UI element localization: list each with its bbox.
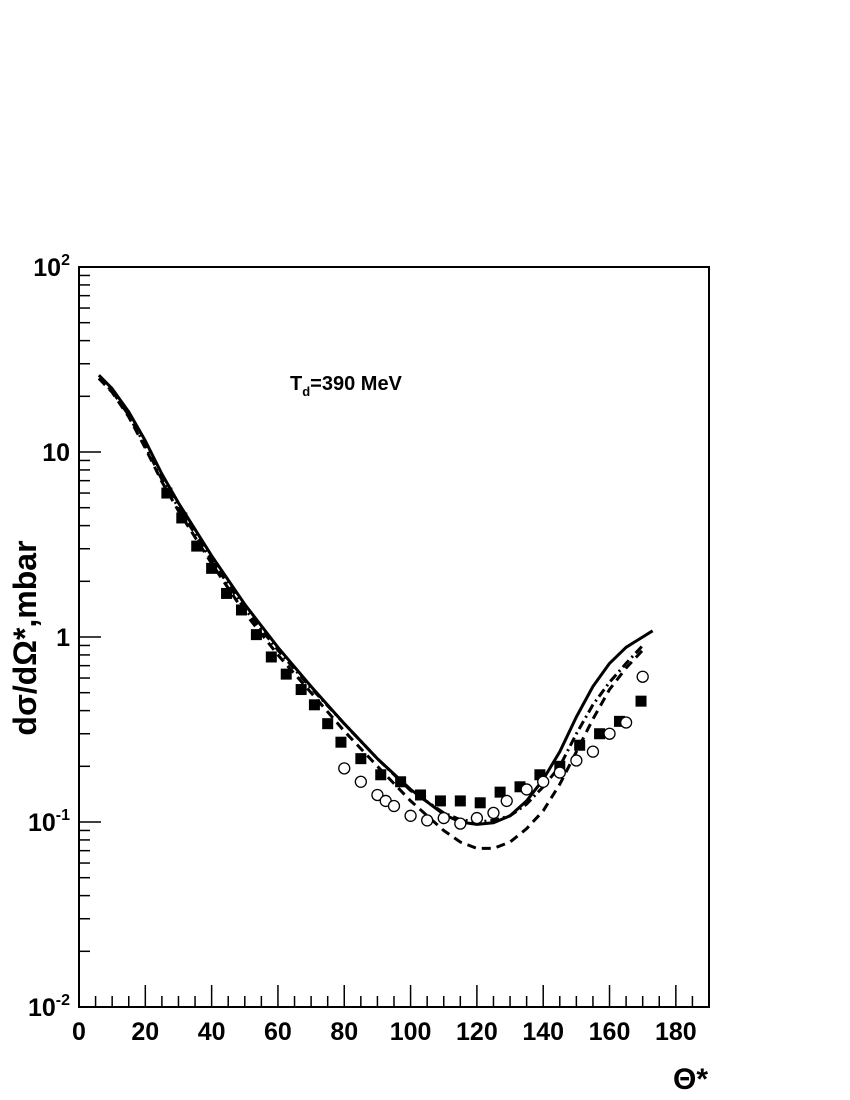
data-point-filled-square xyxy=(335,736,347,748)
y-tick-label: 10 xyxy=(42,439,70,467)
theory-curve-dash-dot xyxy=(97,377,644,824)
data-point-open-circle xyxy=(487,806,500,820)
x-tick-labels: 0 20 40 60 80 100 120 140 160 180 xyxy=(72,1018,697,1046)
data-point-open-circle xyxy=(387,799,401,813)
annotation-rest: =390 MeV xyxy=(310,373,402,395)
data-point-filled-square xyxy=(454,795,466,807)
data-point-filled-square xyxy=(554,760,566,772)
data-point-filled-square xyxy=(250,629,262,641)
x-tick-label: 0 xyxy=(72,1018,86,1046)
data-point-filled-square xyxy=(594,728,606,740)
data-point-open-circle xyxy=(371,788,384,802)
x-axis-title: Θ* xyxy=(673,1063,708,1096)
x-tick-label: 40 xyxy=(198,1018,226,1046)
y-tick-label: 1 xyxy=(56,624,70,652)
x-tick-label: 60 xyxy=(264,1018,292,1046)
data-point-filled-square xyxy=(235,604,247,616)
data-point-open-circle xyxy=(619,716,633,729)
data-point-open-circle xyxy=(421,814,434,827)
data-point-filled-square xyxy=(265,651,277,663)
data-point-filled-square xyxy=(474,797,486,809)
x-tick-label: 160 xyxy=(589,1018,631,1046)
y-axis-title: dσ/dΩ*,mbar xyxy=(7,540,43,735)
data-point-filled-square xyxy=(308,699,320,711)
data-point-filled-square xyxy=(514,781,526,793)
data-point-open-circle xyxy=(338,762,351,775)
data-point-filled-square xyxy=(375,769,387,781)
data-point-filled-square xyxy=(534,769,546,781)
y-tick-label: 102 xyxy=(33,252,70,282)
data-point-filled-square xyxy=(280,668,292,680)
data-point-filled-square xyxy=(635,695,647,707)
data-points xyxy=(161,487,649,830)
data-point-filled-square xyxy=(613,715,625,727)
data-point-filled-square xyxy=(494,786,506,798)
x-tick-label: 140 xyxy=(522,1018,564,1046)
data-point-open-circle xyxy=(636,670,649,683)
data-point-open-circle xyxy=(553,766,566,779)
data-point-filled-square xyxy=(221,587,233,599)
y-tick-label: 10-2 xyxy=(28,992,70,1022)
data-point-open-circle xyxy=(437,811,450,825)
data-point-open-circle xyxy=(354,775,367,788)
data-point-open-circle xyxy=(470,811,484,825)
data-point-filled-square xyxy=(355,753,367,765)
data-point-open-circle xyxy=(570,754,583,767)
data-point-open-circle xyxy=(537,775,550,788)
x-tick-label: 100 xyxy=(390,1018,432,1046)
data-point-filled-square xyxy=(161,487,173,499)
y-tick-labels: 10-2 10-1 1 10 102 xyxy=(28,252,70,1022)
data-point-open-circle xyxy=(603,727,616,740)
x-tick-label: 20 xyxy=(131,1018,159,1046)
annotation-main: T xyxy=(290,373,302,395)
x-tick-label: 80 xyxy=(330,1018,358,1046)
data-point-filled-square xyxy=(206,562,218,574)
annotation-subscript: d xyxy=(302,384,310,399)
data-point-filled-square xyxy=(434,795,446,807)
data-point-open-circle xyxy=(454,817,467,830)
data-point-filled-square xyxy=(322,718,334,730)
data-point-open-circle xyxy=(520,783,533,796)
axis-ticks xyxy=(78,266,710,1008)
data-point-open-circle xyxy=(500,794,513,808)
data-point-filled-square xyxy=(574,739,586,751)
data-point-filled-square xyxy=(191,540,203,552)
data-point-filled-square xyxy=(176,512,188,524)
data-point-open-circle xyxy=(404,809,417,822)
x-tick-label: 120 xyxy=(456,1018,498,1046)
data-point-filled-square xyxy=(295,684,307,696)
data-point-open-circle xyxy=(586,745,600,758)
x-tick-label: 180 xyxy=(655,1018,697,1046)
data-point-filled-square xyxy=(415,789,427,801)
data-point-filled-square xyxy=(395,776,407,788)
annotation-energy: Td=390 MeV xyxy=(290,373,403,399)
y-tick-label: 10-1 xyxy=(28,807,70,837)
theory-curve-solid xyxy=(97,374,654,826)
